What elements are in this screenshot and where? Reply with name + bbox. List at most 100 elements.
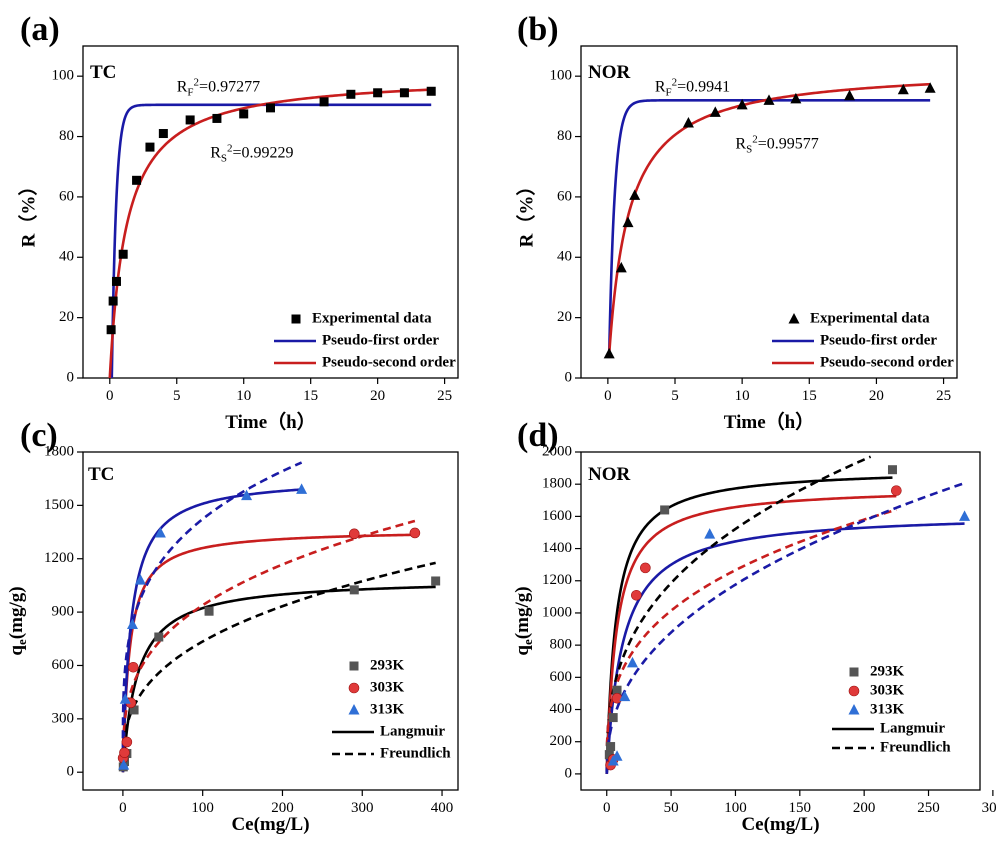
data-point-303k bbox=[409, 527, 421, 539]
panel-2: (c) 0 100 200 300 400 0 300 600 900 1200 1500 1800 Ce… bbox=[6, 417, 459, 835]
data-point-313k bbox=[959, 510, 971, 521]
data-point-experimental-data bbox=[346, 89, 356, 99]
legend-marker bbox=[349, 661, 359, 671]
x-tick-label: 250 bbox=[917, 800, 940, 816]
x-tick-label: 5 bbox=[173, 388, 181, 404]
data-point-303k bbox=[348, 528, 360, 540]
plot-frame bbox=[580, 45, 958, 379]
curve-freundlich-293k bbox=[605, 455, 872, 773]
data-point-293k bbox=[604, 750, 614, 760]
data-point-experimental-data bbox=[108, 296, 118, 306]
y-tick-label: 300 bbox=[52, 710, 75, 726]
plot-frame bbox=[82, 45, 459, 379]
data-point-experimental-data bbox=[212, 113, 222, 123]
data-point-293k bbox=[608, 713, 618, 723]
legend-label: 293K bbox=[370, 657, 405, 673]
panel-3: (d) 0 50 100 150 200 250 300 0 200 400 600 800 1000 12… bbox=[512, 417, 996, 835]
legend-label: Experimental data bbox=[810, 310, 930, 326]
y-axis-title: R（%） bbox=[16, 177, 39, 248]
y-tick-label: 1200 bbox=[542, 572, 572, 588]
data-point-303k bbox=[119, 747, 130, 758]
data-point-313k bbox=[241, 489, 253, 501]
y-tick-label: 600 bbox=[550, 669, 573, 685]
y-tick-label: 1400 bbox=[542, 540, 572, 556]
curve-langmuir-313k bbox=[121, 488, 302, 773]
y-tick-label: 1000 bbox=[542, 604, 572, 620]
x-tick-label: 5 bbox=[671, 388, 679, 404]
legend-marker bbox=[291, 314, 301, 324]
x-tick-label: 0 bbox=[119, 800, 127, 816]
data-point-313k bbox=[619, 690, 631, 702]
data-point-293k bbox=[660, 505, 670, 515]
y-tick-label: 1500 bbox=[44, 497, 74, 513]
curve-pseudo-first-order bbox=[607, 99, 931, 354]
x-tick-label: 25 bbox=[437, 388, 452, 404]
plot-frame bbox=[580, 451, 981, 791]
legend-label: 303K bbox=[370, 679, 405, 695]
data-point-experimental-data bbox=[622, 216, 634, 228]
data-point-313k bbox=[154, 526, 166, 538]
panel-label: (b) bbox=[517, 11, 559, 48]
curve-freundlich-293k bbox=[121, 561, 436, 772]
data-point-experimental-data bbox=[763, 94, 775, 105]
data-point-experimental-data bbox=[924, 82, 936, 93]
curve-freundlich-303k bbox=[121, 519, 416, 771]
data-point-experimental-data bbox=[709, 106, 721, 117]
x-tick-label: 100 bbox=[191, 800, 214, 816]
legend-label: Pseudo-first order bbox=[322, 332, 439, 348]
data-point-experimental-data bbox=[399, 88, 409, 98]
x-tick-label: 100 bbox=[724, 800, 747, 816]
data-point-313k bbox=[704, 528, 716, 539]
legend-label: 293K bbox=[870, 663, 905, 679]
data-point-experimental-data bbox=[790, 92, 802, 104]
data-point-313k bbox=[126, 618, 138, 630]
plot-frame bbox=[82, 451, 459, 791]
panel-label: (a) bbox=[20, 11, 60, 48]
data-point-experimental-data bbox=[145, 142, 155, 152]
y-tick-label: 800 bbox=[550, 637, 573, 653]
legend-label: Langmuir bbox=[880, 720, 945, 736]
fit-annotation: RF2=0.9941 bbox=[655, 76, 730, 98]
panel-label: (d) bbox=[517, 417, 559, 454]
data-point-313k bbox=[611, 750, 623, 761]
data-point-313k bbox=[626, 656, 638, 668]
data-point-303k bbox=[127, 661, 139, 673]
data-point-313k bbox=[119, 693, 131, 704]
legend-marker bbox=[788, 313, 800, 324]
x-tick-label: 25 bbox=[936, 388, 951, 404]
y-tick-label: 40 bbox=[59, 249, 74, 265]
x-tick-label: 0 bbox=[106, 388, 114, 404]
data-point-293k bbox=[606, 742, 616, 752]
x-tick-label: 20 bbox=[869, 388, 884, 404]
y-tick-label: 20 bbox=[59, 309, 74, 325]
y-tick-label: 0 bbox=[565, 765, 573, 781]
data-point-experimental-data bbox=[844, 89, 856, 101]
data-point-293k bbox=[887, 465, 897, 475]
data-point-experimental-data bbox=[736, 98, 748, 110]
data-point-313k bbox=[134, 574, 146, 585]
data-point-313k bbox=[296, 483, 308, 494]
panel-label: (c) bbox=[20, 417, 58, 454]
y-tick-label: 100 bbox=[550, 68, 573, 84]
legend-label: 313K bbox=[370, 701, 405, 717]
legend-label: 313K bbox=[870, 701, 905, 717]
y-axis-title: qe(mg/g) bbox=[512, 586, 535, 655]
x-tick-label: 200 bbox=[853, 800, 876, 816]
data-point-293k bbox=[154, 632, 164, 642]
panel-tag: NOR bbox=[588, 62, 631, 83]
data-point-303k bbox=[640, 562, 651, 574]
data-point-experimental-data bbox=[897, 83, 909, 95]
x-tick-label: 50 bbox=[664, 800, 679, 816]
y-tick-label: 200 bbox=[550, 733, 573, 749]
legend-marker bbox=[348, 704, 360, 715]
data-point-experimental-data bbox=[373, 88, 383, 98]
legend-label: Pseudo-second order bbox=[820, 354, 954, 370]
data-point-293k bbox=[204, 606, 214, 616]
legend-label: Freundlich bbox=[880, 739, 951, 755]
curve-langmuir-303k bbox=[605, 494, 897, 774]
legend-marker bbox=[848, 704, 860, 715]
curve-freundlich-303k bbox=[605, 508, 897, 772]
panel-0: (a) 0 5 10 15 20 25 0 20 40 60 80 100 Time（h） R（%） TC RF… bbox=[16, 11, 459, 433]
y-tick-label: 20 bbox=[557, 309, 572, 325]
y-axis-title: R（%） bbox=[514, 177, 537, 248]
